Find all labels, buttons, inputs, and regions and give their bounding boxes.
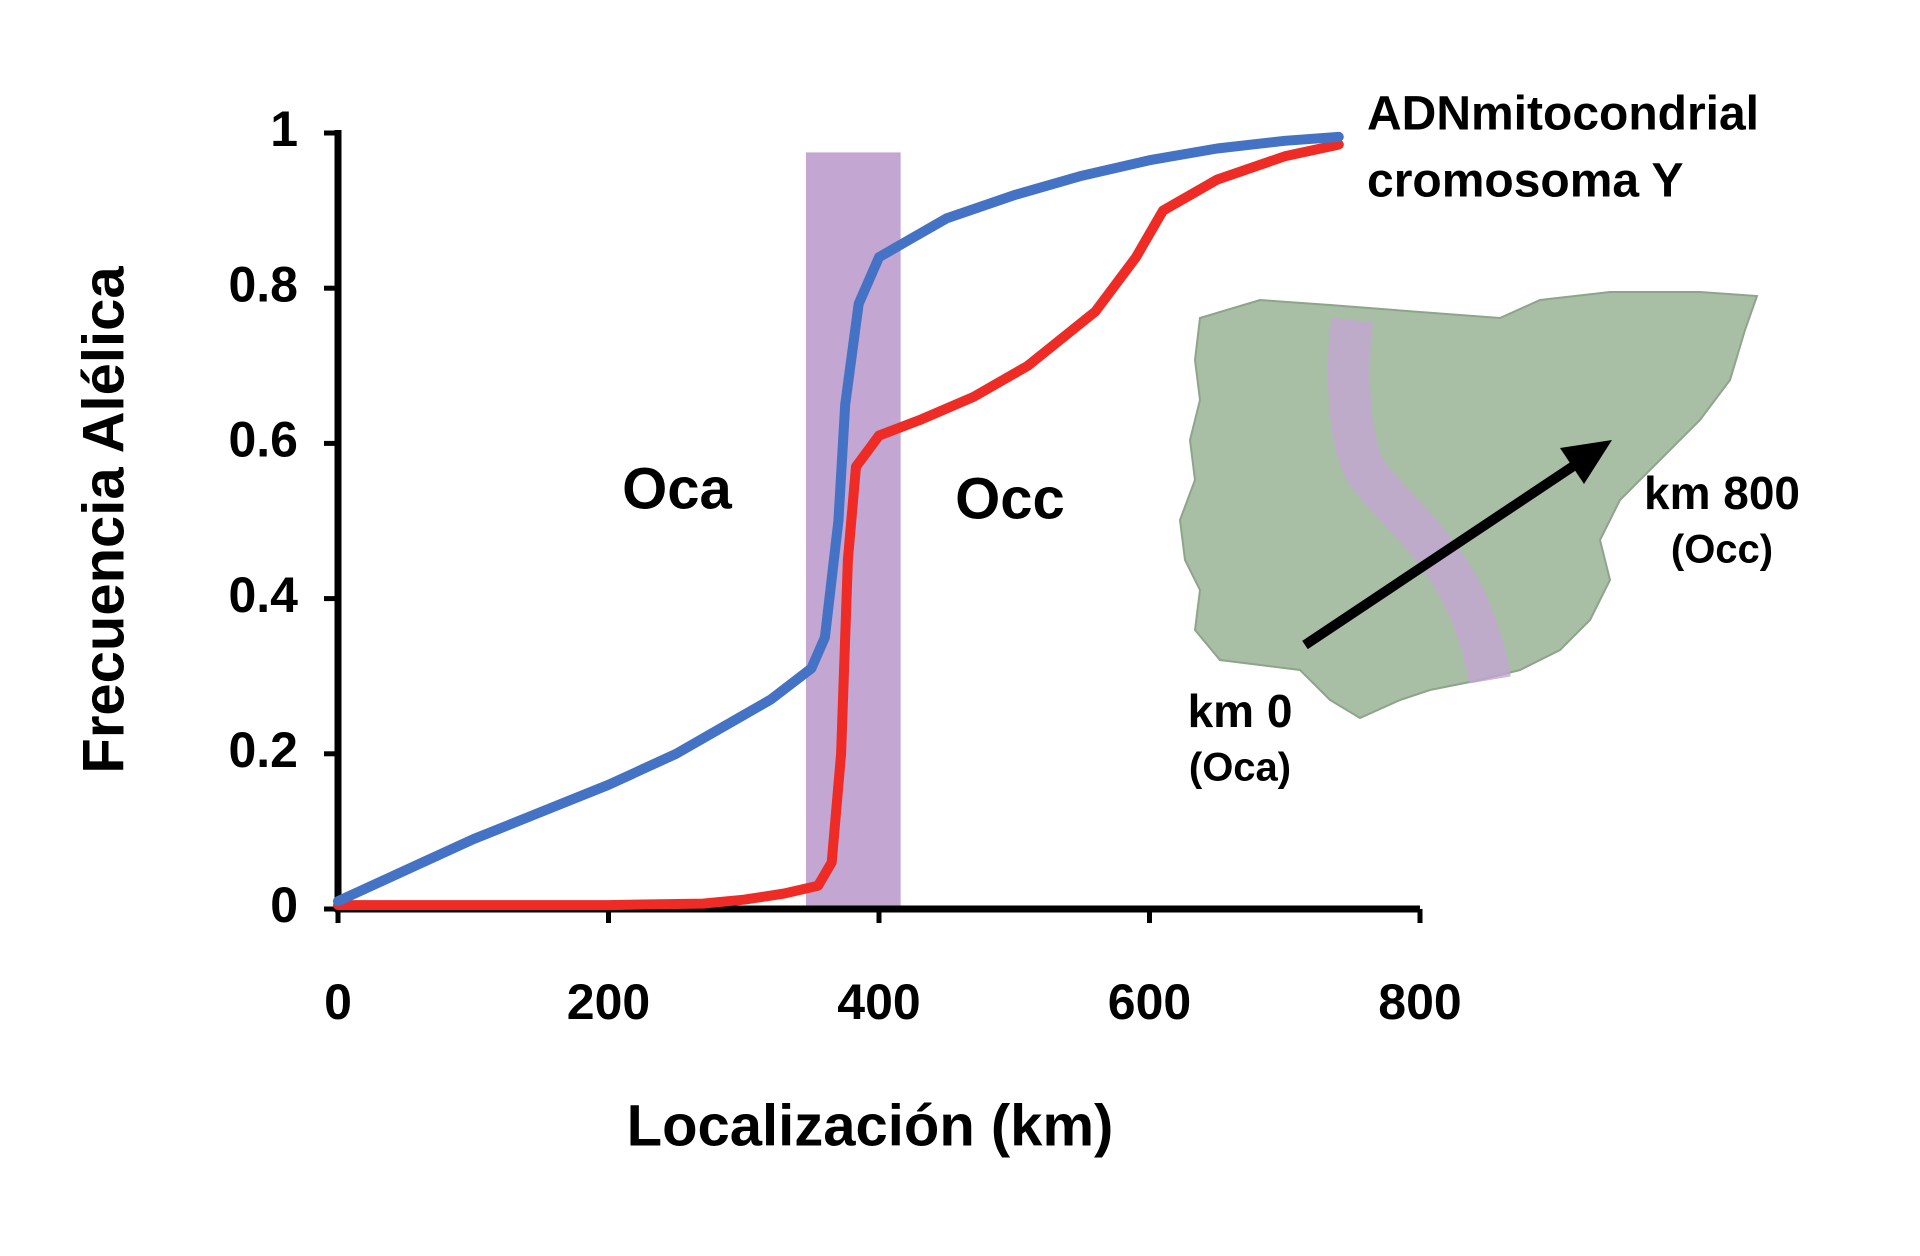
map-arrow (1302, 450, 1593, 650)
y-tick-label: 0.6 (228, 412, 298, 468)
y-tick-label: 0 (270, 877, 298, 933)
map-hybrid-zone (1327, 317, 1511, 684)
x-tick-label: 200 (567, 974, 650, 1030)
legend-label: ADNmitocondrial (1367, 88, 1759, 141)
y-tick-label: 0.2 (228, 722, 298, 778)
map-inset (1178, 291, 1759, 720)
series-line (333, 139, 1344, 911)
x-tick-label: 800 (1378, 974, 1461, 1030)
y-tick-label: 0.4 (228, 567, 298, 623)
region-label: Oca (622, 456, 732, 521)
legend-label: cromosoma Y (1367, 155, 1684, 208)
series-line (333, 131, 1344, 907)
x-tick-label: 0 (324, 974, 352, 1030)
x-tick-label: 600 (1108, 974, 1191, 1030)
y-axis-title: Frecuencia Alélica (71, 266, 136, 774)
map-label: (Oca) (1189, 746, 1291, 790)
map-label: (Occ) (1671, 528, 1773, 572)
map-land (1178, 291, 1759, 720)
y-tick-label: 0.8 (228, 256, 298, 312)
map-label: km 0 (1188, 685, 1293, 737)
map-arrow-head (1560, 440, 1612, 484)
y-tick-label: 1 (270, 101, 298, 157)
x-axis-title: Localización (km) (627, 1093, 1114, 1158)
map-label: km 800 (1644, 467, 1800, 519)
region-label: Occ (955, 466, 1065, 531)
x-tick-label: 400 (837, 974, 920, 1030)
